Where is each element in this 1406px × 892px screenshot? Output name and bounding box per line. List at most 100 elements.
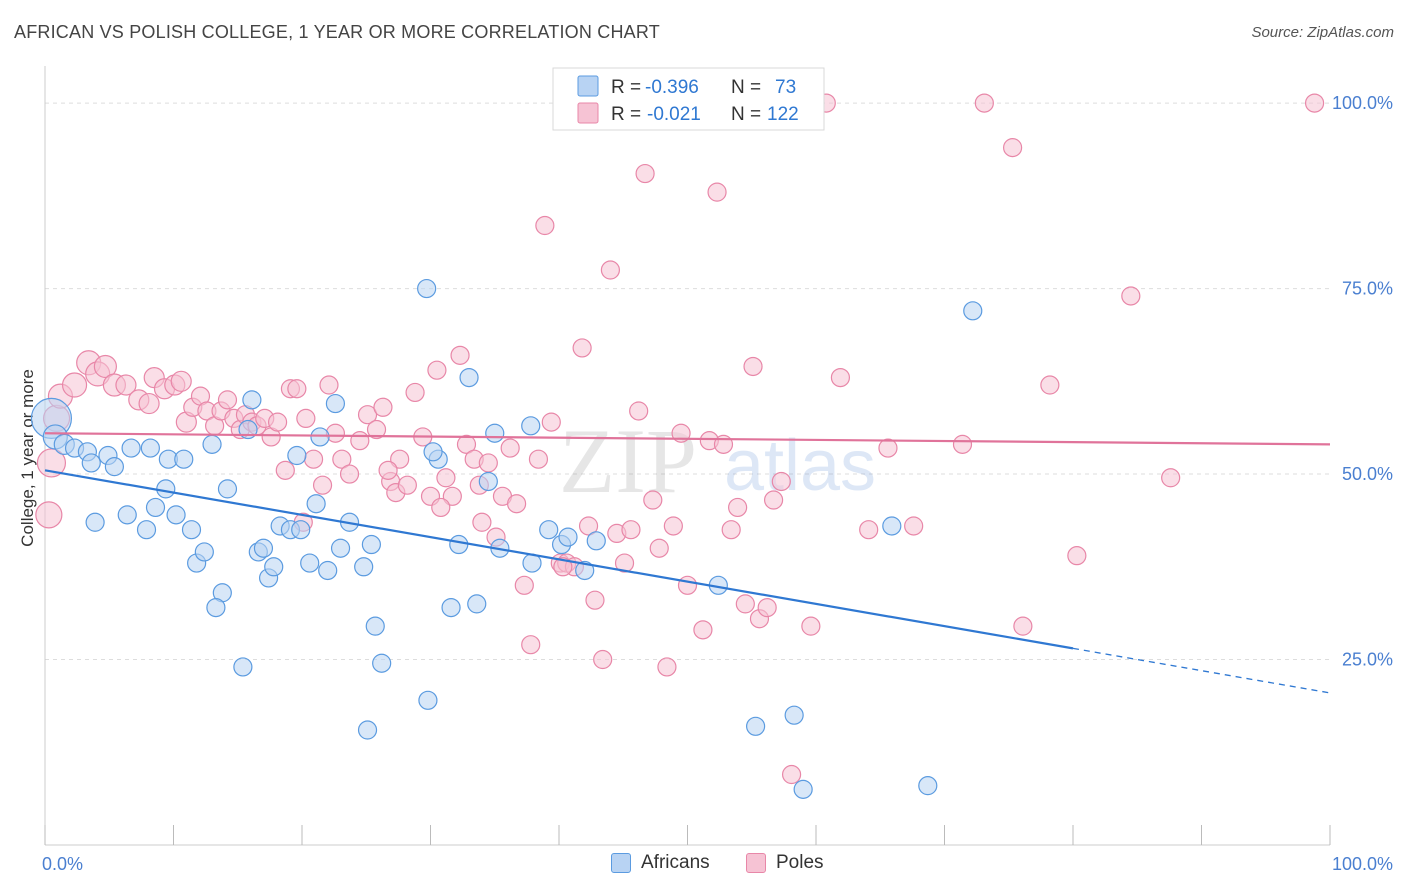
point-poles xyxy=(801,616,821,636)
point-africans xyxy=(418,690,438,710)
point-africans xyxy=(423,442,443,462)
point-africans xyxy=(459,368,479,388)
point-africans xyxy=(81,453,101,473)
x-tick-label: 0.0% xyxy=(42,854,83,874)
point-africans xyxy=(746,716,766,736)
point-poles xyxy=(378,460,398,480)
point-africans xyxy=(963,301,983,321)
y-tick-label: 75.0% xyxy=(1342,279,1393,299)
point-africans xyxy=(174,449,194,469)
legend-swatch-africans xyxy=(611,853,631,873)
point-africans xyxy=(918,776,938,796)
legend-item-africans[interactable]: Africans xyxy=(611,852,710,874)
legend-box: R = -0.396 N = 73 R = -0.021 N = 122 xyxy=(552,67,825,131)
point-poles xyxy=(506,494,527,514)
point-poles xyxy=(115,374,137,396)
chart-title: AFRICAN VS POLISH COLLEGE, 1 YEAR OR MOR… xyxy=(14,22,660,42)
point-poles xyxy=(275,460,295,480)
point-poles xyxy=(431,497,451,518)
legend-r-label: R = xyxy=(611,104,641,125)
point-africans xyxy=(586,531,606,551)
point-africans xyxy=(521,416,541,436)
point-africans xyxy=(467,594,487,614)
point-africans xyxy=(136,520,157,540)
point-poles xyxy=(1003,138,1023,158)
point-africans xyxy=(217,479,238,499)
point-africans xyxy=(372,653,392,673)
point-poles xyxy=(478,453,498,473)
point-poles xyxy=(629,401,649,421)
point-poles xyxy=(170,370,192,392)
watermark-atlas: atlas xyxy=(724,426,876,506)
point-poles xyxy=(319,375,339,395)
legend-item-poles[interactable]: Poles xyxy=(746,852,824,874)
point-poles xyxy=(535,215,555,236)
point-poles xyxy=(350,431,370,451)
point-poles xyxy=(693,620,713,640)
point-poles xyxy=(878,438,898,458)
point-poles xyxy=(721,520,741,540)
legend-swatch-poles xyxy=(746,853,766,873)
point-africans xyxy=(361,534,381,555)
point-africans xyxy=(291,520,311,540)
point-africans xyxy=(478,471,498,492)
point-poles xyxy=(456,434,477,454)
point-poles xyxy=(521,635,541,655)
point-poles xyxy=(267,412,288,432)
point-poles xyxy=(397,475,417,495)
point-africans xyxy=(145,497,166,518)
point-poles xyxy=(663,516,683,536)
point-africans xyxy=(365,616,385,636)
point-poles xyxy=(1161,468,1181,488)
legend-r-value: -0.396 xyxy=(645,77,699,98)
point-poles xyxy=(1067,546,1087,566)
point-poles xyxy=(1040,375,1060,395)
y-tick-label: 25.0% xyxy=(1342,650,1393,670)
point-poles xyxy=(541,412,561,432)
point-poles xyxy=(366,419,387,440)
point-poles xyxy=(1121,286,1141,306)
point-africans xyxy=(330,538,351,558)
point-poles xyxy=(514,575,534,595)
point-poles xyxy=(621,520,641,540)
point-poles xyxy=(635,163,655,184)
point-poles xyxy=(643,490,663,510)
point-poles xyxy=(735,594,755,614)
point-africans xyxy=(357,720,378,740)
point-africans xyxy=(306,494,326,514)
series-africans xyxy=(30,278,983,799)
x-tick-label: 100.0% xyxy=(1332,854,1393,874)
tick-labels: 25.0% 50.0% 75.0% 100.0% 0.0% 100.0% xyxy=(42,93,1393,874)
point-africans xyxy=(354,557,374,577)
point-poles xyxy=(138,392,160,415)
point-poles xyxy=(357,405,378,425)
point-poles xyxy=(312,475,333,495)
point-poles xyxy=(649,538,669,558)
point-africans xyxy=(318,560,338,581)
point-poles xyxy=(427,360,447,380)
legend-swatch-poles xyxy=(577,102,599,124)
y-tick-label: 100.0% xyxy=(1332,93,1393,113)
point-africans xyxy=(194,542,214,562)
y-tick-label: 50.0% xyxy=(1342,464,1393,484)
point-poles xyxy=(593,649,613,670)
point-poles xyxy=(677,575,698,595)
legend-n-value: 73 xyxy=(775,77,796,98)
trend-line-africans-extension xyxy=(1072,647,1331,694)
point-poles xyxy=(707,182,727,202)
point-poles xyxy=(332,449,352,469)
point-africans xyxy=(575,560,595,581)
legend-r-value: -0.021 xyxy=(647,104,701,125)
point-poles xyxy=(728,497,748,518)
point-poles xyxy=(763,490,784,510)
source-credit: Source: ZipAtlas.com xyxy=(1251,24,1394,41)
point-africans xyxy=(104,457,124,477)
trend-line-africans xyxy=(44,469,1074,650)
point-poles xyxy=(287,379,307,399)
legend-n-label: N = xyxy=(731,104,761,125)
legend-n-label: N = xyxy=(731,77,761,98)
point-poles xyxy=(61,372,88,398)
point-poles xyxy=(472,512,492,532)
point-africans xyxy=(325,393,346,414)
